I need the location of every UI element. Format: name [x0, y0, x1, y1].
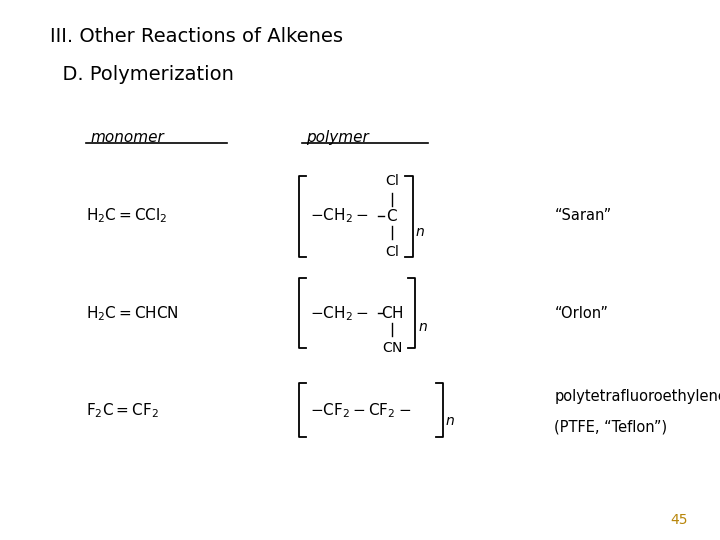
Text: 45: 45	[670, 512, 688, 526]
Text: D. Polymerization: D. Polymerization	[50, 65, 234, 84]
Text: $\mathrm{CN}$: $\mathrm{CN}$	[382, 341, 402, 355]
Text: $n$: $n$	[418, 320, 428, 334]
Text: monomer: monomer	[90, 130, 163, 145]
Text: $\mathrm{CH}$: $\mathrm{CH}$	[381, 305, 404, 321]
Text: “Orlon”: “Orlon”	[554, 306, 608, 321]
Text: $\mathrm{-CH_2-}$: $\mathrm{-CH_2-}$	[310, 304, 368, 322]
Text: $\mathrm{F_2C{=}CF_2}$: $\mathrm{F_2C{=}CF_2}$	[86, 401, 159, 420]
Text: $n$: $n$	[445, 414, 455, 428]
Text: $\mathrm{-CH_2-}$: $\mathrm{-CH_2-}$	[310, 207, 368, 225]
Text: $\mathrm{Cl}$: $\mathrm{Cl}$	[385, 244, 400, 259]
Text: polytetrafluoroethylene: polytetrafluoroethylene	[554, 389, 720, 404]
Text: $n$: $n$	[415, 225, 425, 239]
Text: (PTFE, “Teflon”): (PTFE, “Teflon”)	[554, 419, 667, 434]
Text: “Saran”: “Saran”	[554, 208, 612, 224]
Text: $\mathrm{H_2C{=}CCl_2}$: $\mathrm{H_2C{=}CCl_2}$	[86, 207, 168, 225]
Text: III. Other Reactions of Alkenes: III. Other Reactions of Alkenes	[50, 27, 343, 46]
Text: $\mathrm{H_2C{=}CHCN}$: $\mathrm{H_2C{=}CHCN}$	[86, 304, 179, 322]
Text: $\mathrm{Cl}$: $\mathrm{Cl}$	[385, 173, 400, 188]
Text: $\mathrm{C}$: $\mathrm{C}$	[387, 208, 398, 224]
Text: $\mathrm{-CF_2-CF_2-}$: $\mathrm{-CF_2-CF_2-}$	[310, 401, 411, 420]
Text: polymer: polymer	[306, 130, 369, 145]
